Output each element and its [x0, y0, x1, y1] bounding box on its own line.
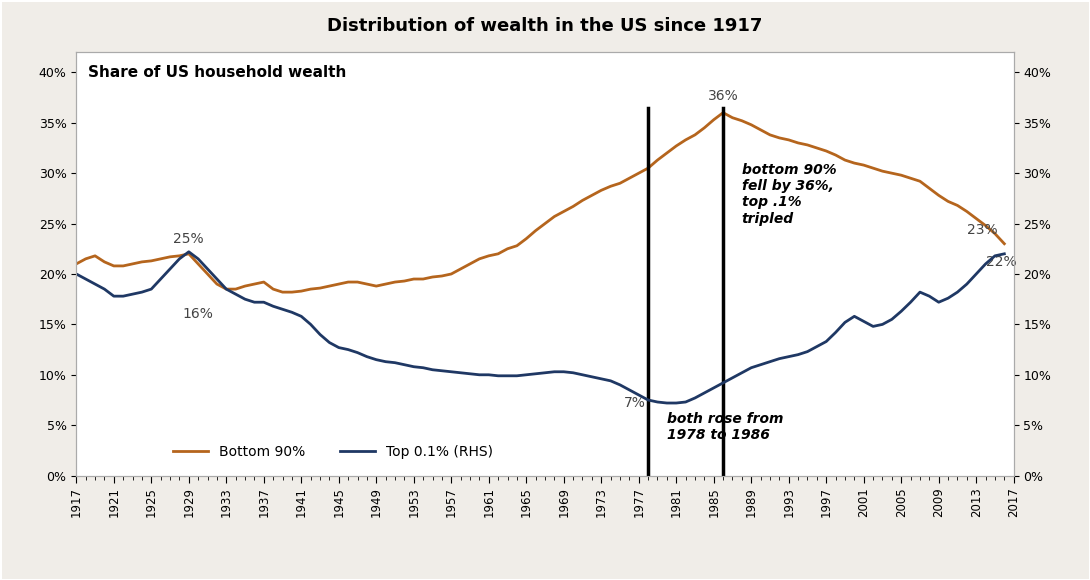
Legend: Bottom 90%, Top 0.1% (RHS): Bottom 90%, Top 0.1% (RHS): [168, 439, 498, 465]
Text: Share of US household wealth: Share of US household wealth: [87, 65, 346, 80]
Text: bottom 90%
fell by 36%,
top .1%
tripled: bottom 90% fell by 36%, top .1% tripled: [742, 163, 836, 226]
Text: 25%: 25%: [173, 232, 204, 246]
Text: 36%: 36%: [707, 89, 739, 103]
Text: 22%: 22%: [985, 255, 1016, 269]
Text: 16%: 16%: [183, 307, 214, 321]
Text: Distribution of wealth in the US since 1917: Distribution of wealth in the US since 1…: [327, 17, 763, 35]
Text: both rose from
1978 to 1986: both rose from 1978 to 1986: [667, 412, 784, 443]
Text: 23%: 23%: [967, 223, 997, 237]
Text: 7%: 7%: [623, 396, 645, 410]
